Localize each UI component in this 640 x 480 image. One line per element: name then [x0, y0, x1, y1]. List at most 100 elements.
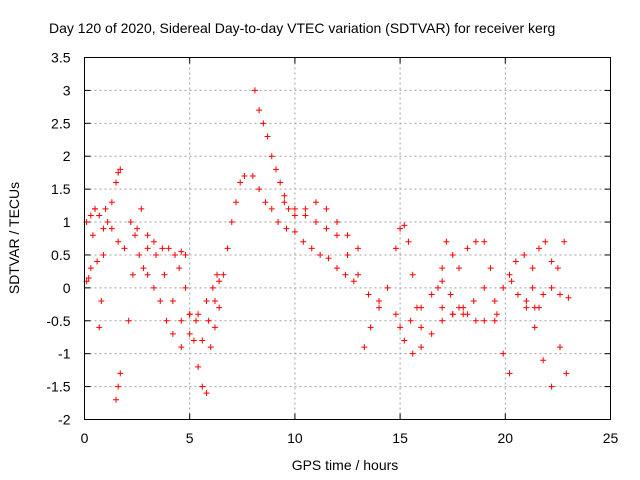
data-point — [144, 232, 151, 239]
data-point — [308, 245, 315, 252]
y-tick-label: 0 — [63, 280, 71, 296]
series-track-k — [281, 199, 383, 311]
data-point — [186, 330, 193, 337]
series-track-t — [506, 251, 542, 311]
series-track-v — [523, 304, 570, 390]
x-axis-title: GPS time / hours — [292, 457, 399, 473]
data-point — [96, 324, 103, 331]
series-track-a — [83, 166, 124, 232]
data-point — [418, 344, 425, 351]
data-point — [96, 212, 103, 219]
plot-frame — [84, 57, 611, 420]
data-point — [554, 265, 561, 272]
series-track-e — [127, 219, 221, 351]
data-point — [214, 271, 221, 278]
data-point — [323, 205, 330, 212]
data-point — [203, 298, 210, 305]
data-point — [523, 298, 530, 305]
data-point — [565, 294, 572, 301]
data-point — [224, 245, 231, 252]
data-point — [529, 265, 536, 272]
data-point — [291, 205, 298, 212]
data-point — [249, 172, 256, 179]
data-point — [401, 337, 408, 344]
data-point — [439, 278, 446, 285]
series-track-q — [439, 284, 498, 324]
data-point — [134, 225, 141, 232]
y-tick-label: -0.5 — [46, 313, 70, 329]
data-point — [376, 304, 383, 311]
data-point — [220, 271, 227, 278]
y-tick-label: 1 — [63, 214, 71, 230]
data-point — [481, 238, 488, 245]
data-points — [83, 87, 572, 403]
data-point — [150, 284, 157, 291]
data-point — [131, 232, 138, 239]
series-track-f — [144, 245, 223, 344]
data-point — [302, 212, 309, 219]
data-point — [409, 350, 416, 357]
data-point — [291, 212, 298, 219]
data-point — [529, 284, 536, 291]
data-point — [129, 271, 136, 278]
data-point — [481, 317, 488, 324]
data-point — [199, 383, 206, 390]
data-point — [203, 390, 210, 397]
y-tick-label: 1.5 — [51, 181, 71, 197]
data-point — [268, 205, 275, 212]
y-tick-label: 2.5 — [51, 115, 71, 131]
data-point — [195, 311, 202, 318]
data-point — [281, 199, 288, 206]
x-tick-label: 15 — [392, 430, 408, 446]
x-tick-label: 25 — [603, 430, 619, 446]
series-track-r — [481, 238, 513, 377]
data-point — [241, 172, 248, 179]
data-point — [481, 284, 488, 291]
data-point — [228, 219, 235, 226]
data-point — [121, 245, 128, 252]
data-point — [207, 344, 214, 351]
data-point — [205, 317, 212, 324]
data-point — [561, 238, 568, 245]
data-point — [115, 383, 122, 390]
data-point — [159, 245, 166, 252]
chart-title: Day 120 of 2020, Sidereal Day-to-day VTE… — [49, 20, 555, 36]
data-point — [447, 291, 454, 298]
data-point — [472, 238, 479, 245]
data-point — [333, 232, 340, 239]
series-track-s — [491, 278, 572, 311]
data-point — [514, 291, 521, 298]
data-point — [407, 317, 414, 324]
data-point — [100, 225, 107, 232]
data-point — [264, 133, 271, 140]
data-point — [281, 192, 288, 199]
data-point — [115, 169, 122, 176]
data-point — [178, 248, 185, 255]
series-track-m — [361, 284, 467, 357]
data-point — [472, 317, 479, 324]
y-axis-title: SDTVAR / TECUs — [6, 182, 22, 294]
data-point — [376, 298, 383, 305]
data-point — [232, 199, 239, 206]
data-point — [190, 337, 197, 344]
y-tick-label: 3.5 — [51, 50, 71, 66]
data-point — [157, 298, 164, 305]
x-tick-label: 5 — [186, 430, 194, 446]
data-point — [199, 337, 206, 344]
data-point — [521, 251, 528, 258]
data-point — [491, 298, 498, 305]
data-point — [144, 271, 151, 278]
data-point — [342, 271, 349, 278]
data-point — [260, 120, 267, 127]
data-point — [302, 205, 309, 212]
series-track-u — [529, 238, 568, 272]
data-point — [89, 232, 96, 239]
data-point — [144, 245, 151, 252]
data-point — [418, 304, 425, 311]
data-point — [392, 311, 399, 318]
data-point — [125, 317, 132, 324]
data-point — [113, 179, 120, 186]
data-point — [92, 205, 99, 212]
data-point — [283, 225, 290, 232]
